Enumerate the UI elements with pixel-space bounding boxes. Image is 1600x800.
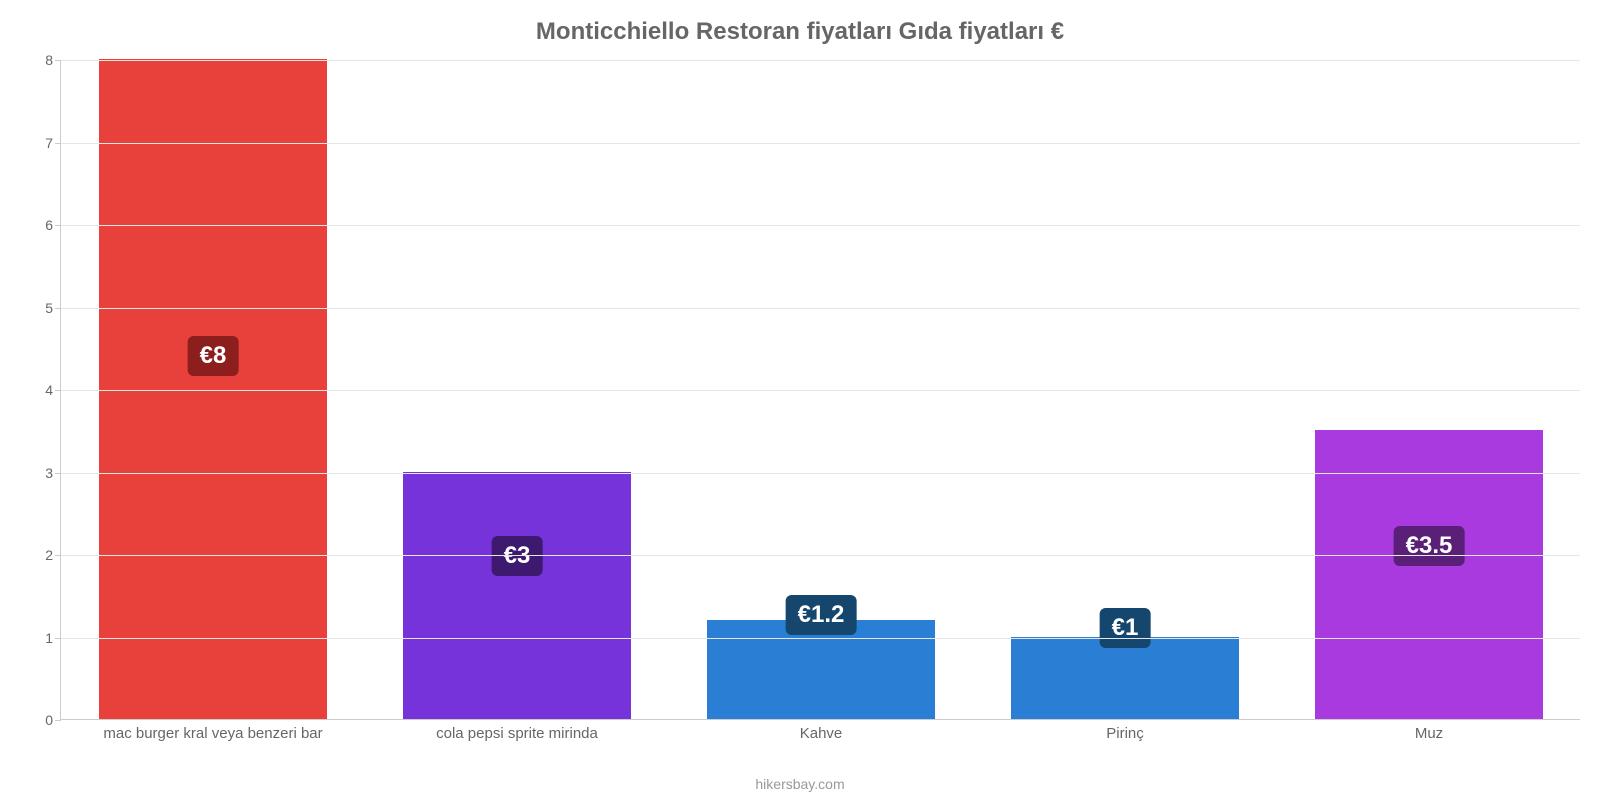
grid-line <box>61 473 1580 474</box>
grid-line <box>61 225 1580 226</box>
chart-title: Monticchiello Restoran fiyatları Gıda fi… <box>0 18 1600 46</box>
y-tick-label: 7 <box>45 135 61 151</box>
y-tick-label: 6 <box>45 217 61 233</box>
y-tick-label: 5 <box>45 300 61 316</box>
x-tick-label: Muz <box>1415 725 1443 742</box>
bar <box>1315 430 1543 719</box>
y-tick-label: 8 <box>45 52 61 68</box>
y-tick-label: 4 <box>45 382 61 398</box>
x-tick-label: Pirinç <box>1106 725 1144 742</box>
y-tick-label: 1 <box>45 630 61 646</box>
y-tick-label: 2 <box>45 547 61 563</box>
grid-line <box>61 555 1580 556</box>
grid-line <box>61 60 1580 61</box>
plot-area: €8€3€1.2€1€3.5 mac burger kral veya benz… <box>60 60 1580 720</box>
attribution-text: hikersbay.com <box>0 776 1600 792</box>
bar-value-label: €1.2 <box>786 595 857 635</box>
bar <box>1011 637 1239 720</box>
x-tick-label: cola pepsi sprite mirinda <box>436 725 598 742</box>
y-tick-label: 0 <box>45 712 61 728</box>
x-tick-label: Kahve <box>800 725 843 742</box>
y-tick-label: 3 <box>45 465 61 481</box>
bar <box>99 59 327 719</box>
x-tick-label: mac burger kral veya benzeri bar <box>103 725 322 742</box>
grid-line <box>61 308 1580 309</box>
price-bar-chart: Monticchiello Restoran fiyatları Gıda fi… <box>0 0 1600 800</box>
bar-value-label: €3.5 <box>1394 526 1465 566</box>
bar-value-label: €1 <box>1100 608 1151 648</box>
grid-line <box>61 143 1580 144</box>
grid-line <box>61 390 1580 391</box>
grid-line <box>61 638 1580 639</box>
bar-value-label: €8 <box>188 336 239 376</box>
bar <box>403 472 631 720</box>
